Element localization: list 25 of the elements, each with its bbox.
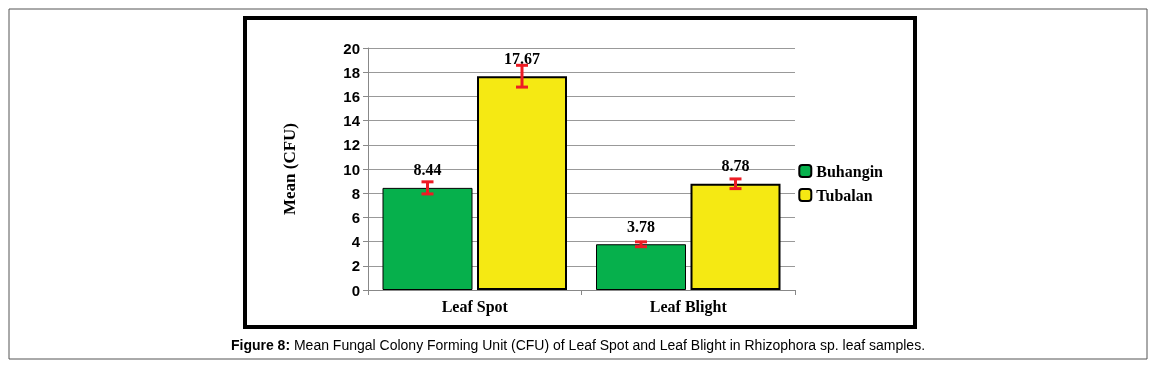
data-label: 17.67 xyxy=(504,49,540,67)
y-tick-label: 14 xyxy=(343,112,361,130)
y-tick-label: 0 xyxy=(351,281,360,299)
bar xyxy=(477,76,567,290)
bar xyxy=(382,187,473,290)
data-label: 8.78 xyxy=(721,157,750,175)
y-tick-label: 2 xyxy=(351,257,360,275)
legend-label: Tubalan xyxy=(816,186,873,204)
y-axis-title: Mean (CFU) xyxy=(280,122,299,216)
y-tick-label: 12 xyxy=(343,136,360,154)
y-tick-label: 18 xyxy=(343,63,360,81)
y-tick-label: 4 xyxy=(351,233,361,251)
x-tick-label: Leaf Blight xyxy=(649,297,728,316)
caption: Figure 8: Mean Fungal Colony Forming Unit (CFU) of Leaf Spot and Leaf Blight in Rhizophora sp. leaf samples. xyxy=(230,337,926,353)
x-tick-label: Leaf Spot xyxy=(441,297,509,316)
y-tick-label: 16 xyxy=(343,87,360,105)
data-label: 3.78 xyxy=(627,217,655,235)
y-tick-label: 8 xyxy=(351,184,360,202)
bar xyxy=(596,244,686,290)
data-label: 8.44 xyxy=(413,161,442,179)
legend-label: Buhangin xyxy=(816,162,884,181)
y-tick-label: 20 xyxy=(343,39,360,57)
y-tick-label: 10 xyxy=(343,160,360,178)
y-tick-label: 6 xyxy=(351,208,360,226)
bar xyxy=(690,183,781,290)
